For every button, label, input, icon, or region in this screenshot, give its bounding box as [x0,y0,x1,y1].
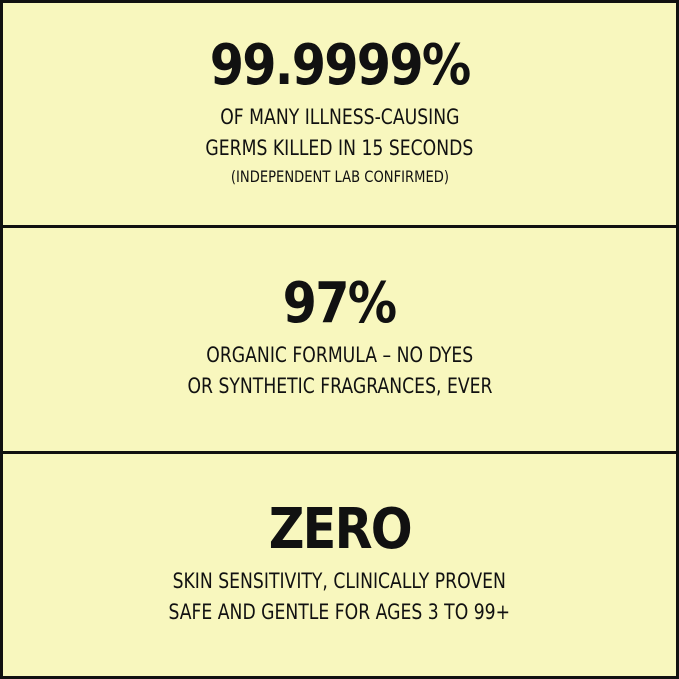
section-organic: 97% ORGANIC FORMULA – NO DYES OR SYNTHET… [3,225,676,450]
caption-note: (INDEPENDENT LAB CONFIRMED) [230,167,449,187]
headline: 97% [283,271,397,337]
caption-line: SKIN SENSITIVITY, CLINICALLY PROVEN [172,568,507,593]
caption-line: ORGANIC FORMULA – NO DYES [206,343,473,368]
headline: ZERO [268,496,412,562]
headline: 99.9999% [209,33,472,99]
caption-line: GERMS KILLED IN 15 SECONDS [205,136,474,161]
caption-line: OF MANY ILLNESS-CAUSING [219,105,460,130]
section-germs: 99.9999% OF MANY ILLNESS-CAUSING GERMS K… [3,3,676,225]
caption-line: SAFE AND GENTLE FOR AGES 3 TO 99+ [168,599,511,624]
section-sensitivity: ZERO SKIN SENSITIVITY, CLINICALLY PROVEN… [3,450,676,676]
caption-line: OR SYNTHETIC FRAGRANCES, EVER [187,374,492,399]
